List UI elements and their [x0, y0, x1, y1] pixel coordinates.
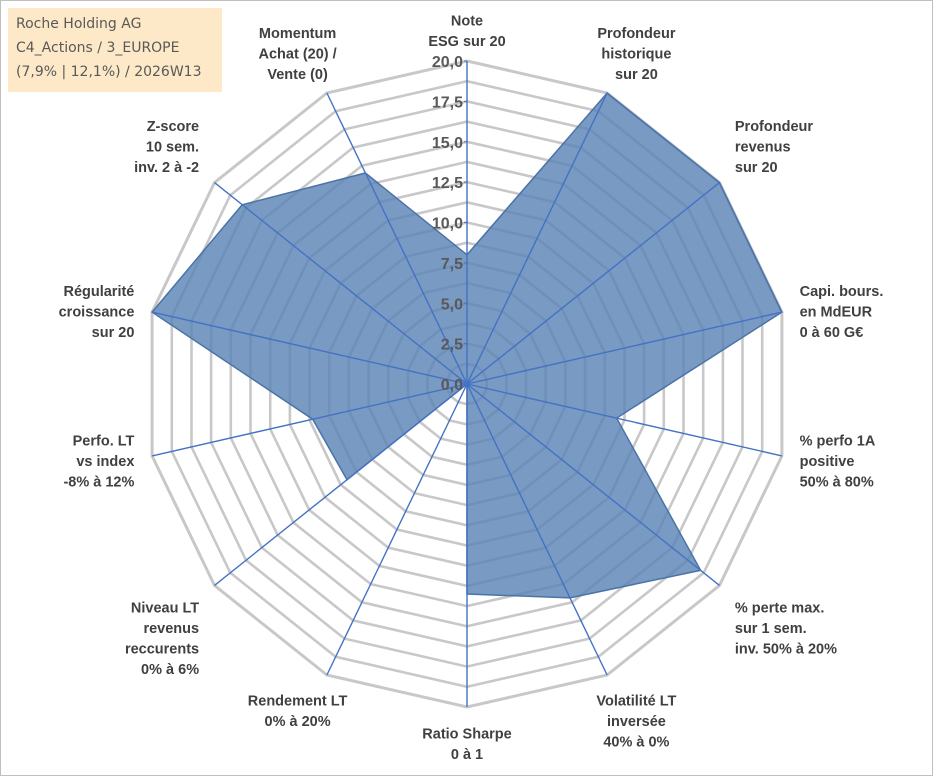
label-layer: Note ESG sur 20 Profondeur historique sur 20… — [59, 14, 884, 764]
tick-layer: 0,0 2,5 5,0 7,5 10,0 12,5 15,0 17,5 20,0 — [432, 54, 467, 394]
axis-spoke — [151, 311, 468, 385]
tick-label: 7,5 — [441, 256, 463, 273]
axis-spoke — [466, 182, 720, 385]
tick-label: 10,0 — [432, 216, 463, 233]
security-stats: (7,9% | 12,1%) / 2026W13 — [16, 64, 202, 80]
category-label: Note ESG sur 20 — [428, 14, 505, 51]
category-label: % perte max. sur 1 sem. inv. 50% à 20% — [735, 600, 837, 657]
category-label: Momentum Achat (20) / Vente (0) — [259, 26, 337, 83]
axis-spoke — [326, 92, 468, 385]
tick-label: 17,5 — [432, 94, 463, 111]
security-info-box: Roche Holding AG C4_Actions / 3_EUROPE (… — [8, 8, 222, 92]
tick-label: 15,0 — [432, 135, 463, 152]
category-label: Profondeur historique sur 20 — [597, 26, 675, 83]
category-label: Régularité croissance sur 20 — [59, 284, 135, 341]
axis-spoke — [214, 182, 468, 385]
axis-spoke — [214, 383, 468, 586]
axis-spoke — [466, 92, 608, 385]
axis-spoke — [466, 311, 783, 385]
axis-spoke — [466, 383, 720, 586]
category-label: Rendement LT 0% à 20% — [248, 693, 348, 730]
axis-spoke — [326, 383, 468, 676]
tick-label: 0,0 — [441, 377, 463, 394]
tick-label: 12,5 — [432, 175, 463, 192]
tick-label: 2,5 — [441, 337, 463, 354]
category-label: Z-score 10 sem. inv. 2 à -2 — [134, 119, 199, 176]
axis-spoke — [466, 383, 608, 676]
security-category: C4_Actions / 3_EUROPE — [16, 40, 180, 56]
category-label: Ratio Sharpe 0 à 1 — [422, 727, 511, 764]
category-label: Profondeur revenus sur 20 — [735, 119, 813, 176]
axis-spoke — [151, 383, 468, 457]
tick-label: 20,0 — [432, 54, 463, 71]
category-label: Capi. bours. en MdEUR 0 à 60 G€ — [800, 284, 884, 341]
category-label: % perfo 1A positive 50% à 80% — [800, 433, 876, 490]
tick-label: 5,0 — [441, 296, 463, 313]
category-label: Perfo. LT vs index -8% à 12% — [63, 433, 134, 490]
security-name: Roche Holding AG — [16, 16, 142, 32]
spoke-layer — [151, 61, 783, 707]
category-label: Volatilité LT inversée 40% à 0% — [596, 693, 676, 750]
category-label: Niveau LT revenus reccurents 0% à 6% — [125, 600, 199, 678]
axis-spoke — [466, 383, 783, 457]
